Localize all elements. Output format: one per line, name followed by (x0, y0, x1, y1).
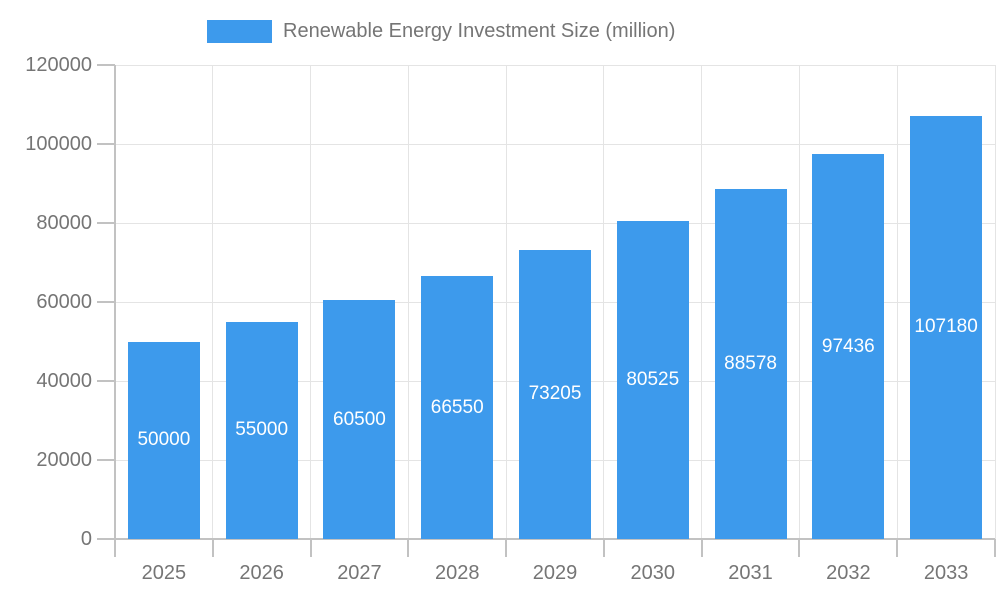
bar (910, 115, 983, 539)
x-axis-tick (798, 539, 801, 557)
bar-value-label: 88578 (724, 353, 777, 375)
x-axis-label: 2030 (630, 562, 676, 584)
legend-swatch-icon (207, 20, 272, 43)
bar-value-label: 107180 (914, 316, 978, 338)
y-axis-label: 80000 (36, 212, 92, 234)
x-gridline (505, 65, 507, 539)
x-axis-label: 2028 (434, 562, 480, 584)
x-gridline (212, 65, 214, 539)
y-axis-label: 0 (80, 528, 92, 550)
x-gridline (994, 65, 996, 539)
y-axis-line (114, 65, 116, 557)
bar (519, 249, 591, 539)
x-axis-tick (309, 539, 312, 557)
x-gridline (798, 65, 800, 539)
y-axis-label: 120000 (25, 54, 92, 76)
y-gridline (115, 222, 995, 224)
x-axis-tick (602, 539, 605, 557)
bar-value-label: 50000 (137, 429, 191, 451)
x-axis-label: 2026 (239, 562, 284, 584)
y-gridline (115, 64, 995, 66)
x-axis-label: 2031 (728, 562, 773, 584)
bar (323, 300, 396, 539)
x-gridline (603, 65, 605, 539)
bar (421, 276, 494, 539)
y-axis-tick (97, 459, 115, 461)
y-axis-label: 100000 (25, 133, 92, 155)
x-gridline (701, 65, 703, 539)
bar (225, 321, 298, 539)
bar-value-label: 73205 (528, 383, 582, 405)
x-axis-tick (700, 539, 703, 557)
x-gridline (896, 65, 898, 539)
y-axis-tick (97, 64, 115, 66)
y-gridline (115, 143, 995, 145)
x-axis-tick (211, 539, 214, 557)
legend: Renewable Energy Investment Size (millio… (207, 19, 675, 44)
bar (127, 341, 200, 539)
x-axis-tick (407, 539, 410, 557)
x-axis-label: 2033 (923, 562, 969, 584)
legend-label: Renewable Energy Investment Size (millio… (283, 20, 676, 42)
y-axis-label: 60000 (36, 291, 92, 313)
x-axis-label: 2032 (826, 562, 871, 584)
bar (714, 189, 787, 539)
y-axis-tick (97, 380, 115, 382)
bar (616, 220, 689, 539)
y-axis-tick (97, 301, 115, 303)
bar-value-label: 55000 (235, 419, 289, 441)
bar-value-label: 60500 (333, 408, 386, 430)
x-axis-line (97, 538, 995, 540)
x-axis-tick (896, 539, 899, 557)
bar (812, 154, 885, 539)
x-axis-label: 2027 (337, 562, 382, 584)
bar-value-label: 66550 (430, 396, 484, 418)
x-axis-tick (505, 539, 508, 557)
y-axis-tick (97, 143, 115, 145)
x-gridline (310, 65, 312, 539)
x-axis-label: 2029 (532, 562, 578, 584)
y-axis-label: 20000 (36, 449, 92, 471)
y-axis-tick (97, 222, 115, 224)
bar-value-label: 97436 (821, 335, 875, 357)
y-axis-label: 40000 (36, 370, 92, 392)
bar-value-label: 80525 (626, 368, 680, 390)
x-gridline (407, 65, 409, 539)
x-axis-label: 2025 (141, 562, 187, 584)
x-axis-tick (994, 539, 996, 557)
